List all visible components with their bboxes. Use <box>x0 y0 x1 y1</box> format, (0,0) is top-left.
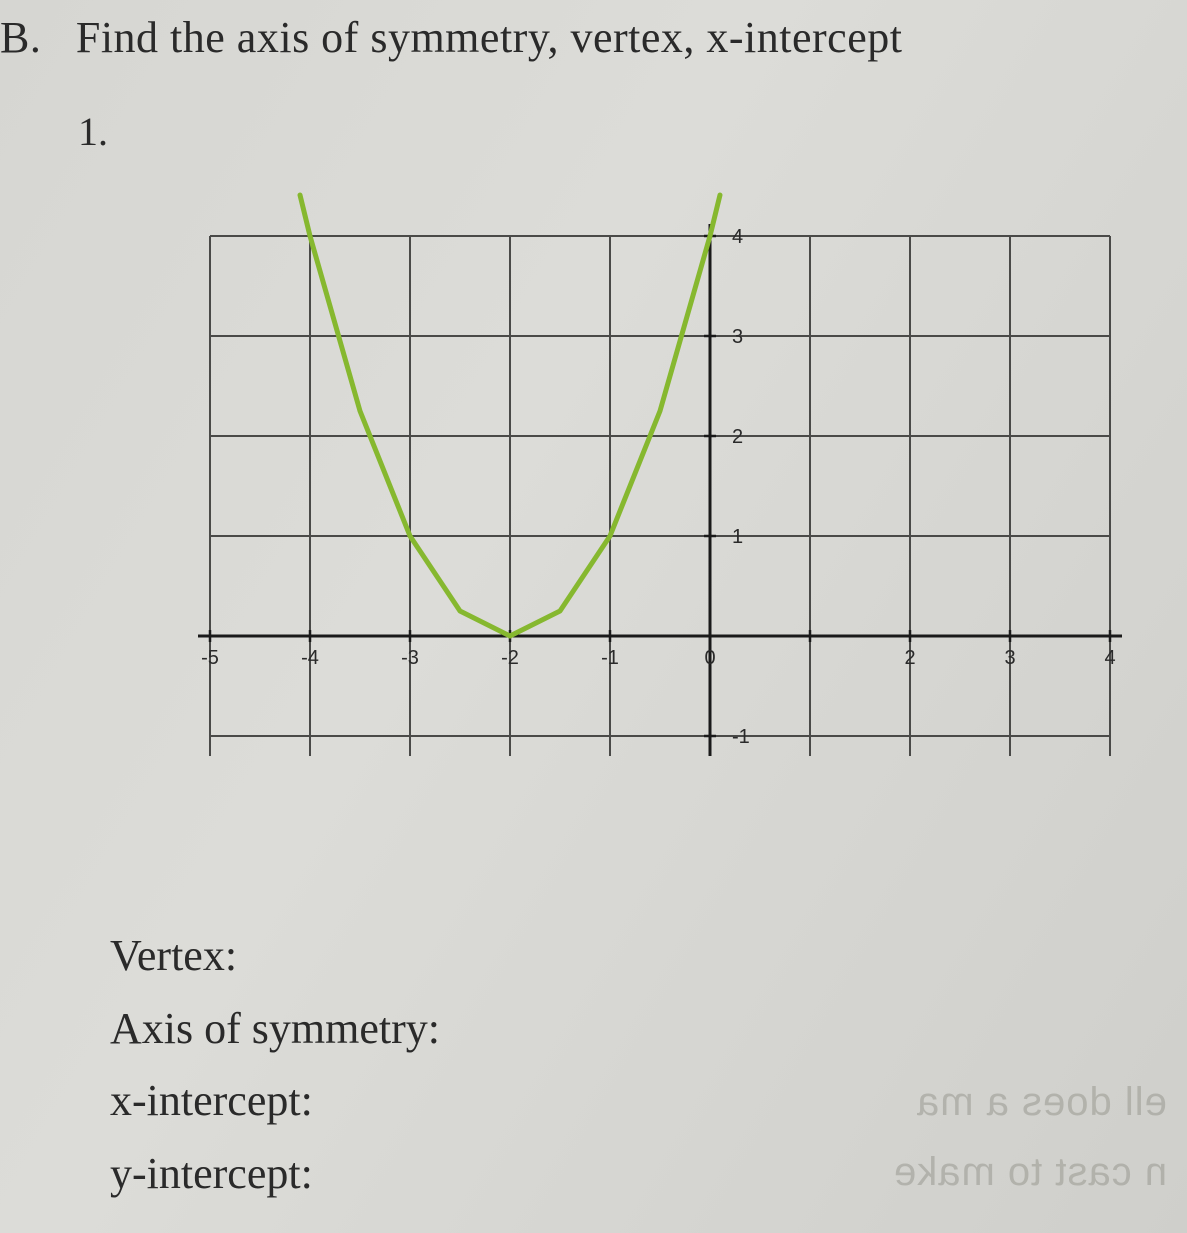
svg-text:1: 1 <box>732 526 743 548</box>
answer-labels: Vertex: Axis of symmetry: x-intercept: y… <box>110 920 440 1210</box>
svg-text:-2: -2 <box>501 647 519 669</box>
chart-svg: -5-4-3-2-102344321-1-2 <box>150 96 1140 756</box>
svg-text:-1: -1 <box>732 726 750 748</box>
bleed-through-text: n cast to make <box>893 1150 1167 1195</box>
svg-text:-1: -1 <box>601 647 619 669</box>
svg-text:2: 2 <box>732 426 743 448</box>
page: B. Find the axis of symmetry, vertex, x-… <box>0 0 1187 1233</box>
bleed-through-text: ell does a ma <box>916 1080 1167 1125</box>
parabola-chart: -5-4-3-2-102344321-1-2 <box>150 96 1140 761</box>
axis-of-symmetry-label: Axis of symmetry: <box>110 993 440 1066</box>
svg-text:-3: -3 <box>401 647 419 669</box>
svg-text:0: 0 <box>704 647 715 669</box>
section-heading: B. Find the axis of symmetry, vertex, x-… <box>0 12 902 63</box>
heading-prefix: B. <box>0 13 41 62</box>
svg-text:4: 4 <box>732 226 743 248</box>
svg-text:3: 3 <box>1004 647 1015 669</box>
svg-text:2: 2 <box>904 647 915 669</box>
svg-text:-4: -4 <box>301 647 319 669</box>
vertex-label: Vertex: <box>110 920 440 993</box>
x-intercept-label: x-intercept: <box>110 1065 440 1138</box>
y-intercept-label: y-intercept: <box>110 1138 440 1211</box>
question-number: 1. <box>78 108 108 155</box>
svg-text:4: 4 <box>1104 647 1115 669</box>
svg-text:3: 3 <box>732 326 743 348</box>
heading-text: Find the axis of symmetry, vertex, x-int… <box>76 13 903 62</box>
svg-text:-5: -5 <box>201 647 219 669</box>
